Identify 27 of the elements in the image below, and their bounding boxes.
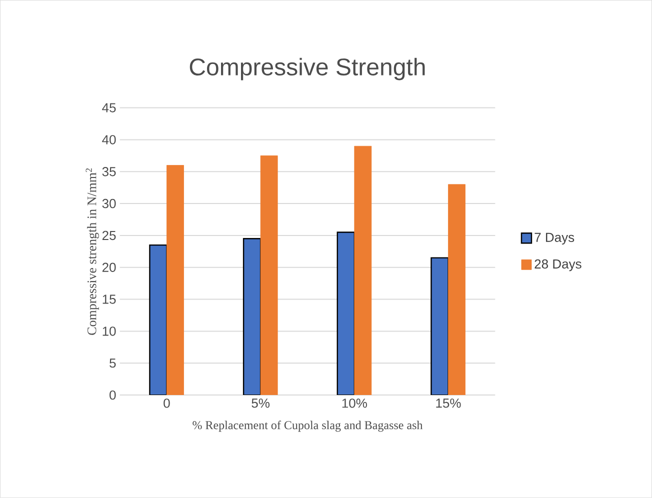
y-tick-label: 25 bbox=[102, 230, 116, 240]
x-tick-label: 5% bbox=[252, 398, 270, 408]
bar bbox=[430, 257, 449, 396]
x-tick-label: 10% bbox=[342, 398, 367, 408]
bar bbox=[149, 244, 168, 396]
bar bbox=[242, 238, 262, 396]
y-tick-label: 0 bbox=[110, 390, 116, 400]
y-tick-label: 40 bbox=[102, 135, 116, 144]
bar bbox=[166, 165, 184, 396]
y-tick-label: 45 bbox=[102, 103, 116, 112]
bar bbox=[354, 146, 372, 396]
legend-label: 28 Days bbox=[534, 259, 582, 272]
y-tick-label: 5 bbox=[110, 358, 116, 368]
legend-label: 7 Days bbox=[534, 232, 574, 245]
y-axis-title: Compressive strength in N/mm$^{2}$ bbox=[86, 168, 99, 335]
x-axis-title: % Replacement of Cupola slag and Bagasse ash bbox=[192, 420, 423, 432]
y-tick-label: 30 bbox=[102, 199, 116, 208]
y-tick-label: 10 bbox=[102, 326, 116, 336]
y-tick-label: 15 bbox=[102, 294, 116, 304]
x-tick-label: 15% bbox=[436, 398, 461, 408]
y-tick-label: 35 bbox=[102, 167, 116, 176]
bar bbox=[336, 232, 356, 396]
bar bbox=[448, 184, 466, 396]
x-tick-label: 0 bbox=[164, 398, 170, 408]
chart-title: Compressive Strength bbox=[190, 58, 425, 80]
bar bbox=[260, 156, 278, 396]
y-tick-label: 20 bbox=[102, 262, 116, 272]
